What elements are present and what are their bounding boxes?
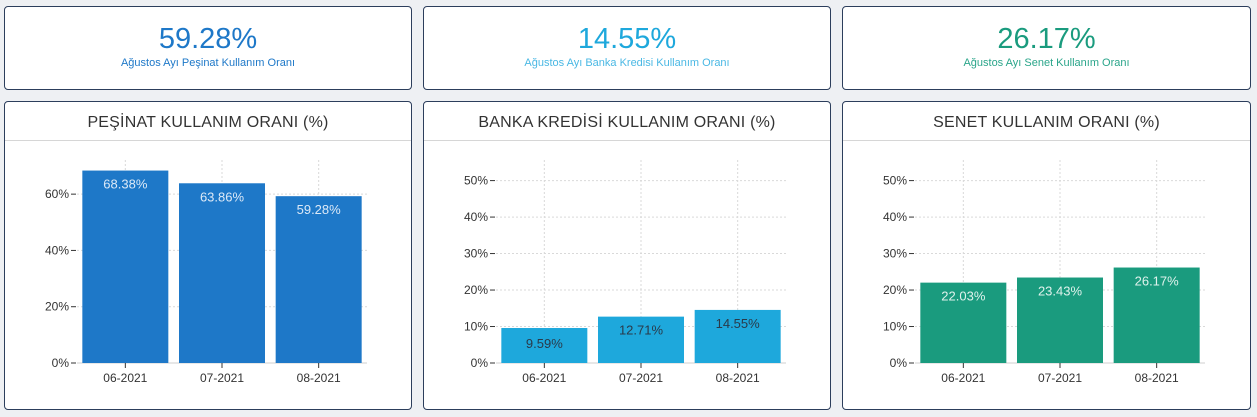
data-label: 23.43% — [1038, 284, 1083, 299]
kpi-card-pesinat: 59.28% Ağustos Ayı Peşinat Kullanım Oran… — [4, 6, 412, 90]
bar-chart-pesinat: 0% 20% 40% 60% 68.38% 06-2021 63.86% 07-2021 59.… — [45, 160, 367, 385]
data-label: 63.86% — [200, 189, 245, 204]
chart-title: BANKA KREDİSİ KULLANIM ORANI (%) — [424, 102, 830, 141]
chart-panel-senet: SENET KULLANIM ORANI (%) 0% 10% 20% 30% 40% 5… — [842, 101, 1251, 410]
kpi-label: Ağustos Ayı Banka Kredisi Kullanım Oranı — [524, 57, 730, 69]
bar[interactable] — [920, 282, 1007, 363]
chart-title: SENET KULLANIM ORANI (%) — [843, 102, 1250, 141]
y-tick-label: 20% — [45, 300, 69, 314]
kpi-value: 14.55% — [577, 23, 677, 55]
data-label: 9.59% — [526, 336, 563, 351]
x-tick-label: 06-2021 — [522, 371, 566, 385]
kpi-card-banka-kredisi: 14.55% Ağustos Ayı Banka Kredisi Kullanı… — [423, 6, 831, 90]
y-tick-label: 0% — [52, 356, 70, 370]
bar-chart-senet: 0% 10% 20% 30% 40% 50% 22.03% 06-2021 23.43% 07-2… — [883, 160, 1205, 385]
data-label: 12.71% — [619, 323, 664, 338]
data-label: 68.38% — [103, 177, 148, 192]
y-tick-label: 20% — [464, 283, 488, 297]
x-tick-label: 08-2021 — [1135, 371, 1179, 385]
bar[interactable] — [501, 328, 588, 363]
y-tick-label: 20% — [883, 283, 907, 297]
x-tick-label: 07-2021 — [619, 371, 663, 385]
y-tick-label: 50% — [464, 174, 488, 188]
x-tick-label: 06-2021 — [941, 371, 985, 385]
chart-panel-pesinat: PEŞİNAT KULLANIM ORANI (%) 0% 20% 40% 60% 68… — [4, 101, 412, 410]
y-tick-label: 40% — [883, 210, 907, 224]
bar[interactable] — [694, 309, 781, 363]
kpi-value: 26.17% — [997, 23, 1096, 55]
data-label: 22.03% — [941, 289, 986, 304]
bar[interactable] — [275, 196, 362, 363]
bar[interactable] — [1017, 277, 1103, 363]
bar[interactable] — [1113, 267, 1200, 363]
x-tick-label: 08-2021 — [297, 371, 341, 385]
x-tick-label: 08-2021 — [716, 371, 760, 385]
chart-panel-banka-kredisi: BANKA KREDİSİ KULLANIM ORANI (%) 0% 10% 20… — [423, 101, 831, 410]
y-tick-label: 0% — [471, 356, 489, 370]
kpi-label: Ağustos Ayı Senet Kullanım Oranı — [963, 57, 1130, 69]
x-tick-label: 07-2021 — [1038, 371, 1082, 385]
data-label: 26.17% — [1135, 274, 1180, 289]
kpi-value: 59.28% — [158, 23, 258, 55]
y-tick-label: 10% — [464, 320, 488, 334]
bar[interactable] — [598, 316, 684, 363]
y-tick-label: 10% — [883, 320, 907, 334]
y-tick-label: 40% — [45, 243, 69, 257]
bar[interactable] — [179, 183, 265, 363]
kpi-card-senet: 26.17% Ağustos Ayı Senet Kullanım Oranı — [842, 6, 1251, 90]
data-label: 14.55% — [716, 316, 761, 331]
y-tick-label: 30% — [464, 247, 488, 261]
y-tick-label: 30% — [883, 247, 907, 261]
bar[interactable] — [82, 170, 169, 363]
y-tick-label: 50% — [883, 174, 907, 188]
chart-title: PEŞİNAT KULLANIM ORANI (%) — [5, 102, 411, 141]
x-tick-label: 06-2021 — [103, 371, 147, 385]
data-label: 59.28% — [297, 202, 342, 217]
kpi-label: Ağustos Ayı Peşinat Kullanım Oranı — [120, 57, 296, 69]
y-tick-label: 60% — [45, 187, 69, 201]
bar-chart-banka-kredisi: 0% 10% 20% 30% 40% 50% 9.59% 06-2021 12.71% 07-20… — [464, 160, 786, 385]
y-tick-label: 40% — [464, 210, 488, 224]
x-tick-label: 07-2021 — [200, 371, 244, 385]
y-tick-label: 0% — [890, 356, 908, 370]
